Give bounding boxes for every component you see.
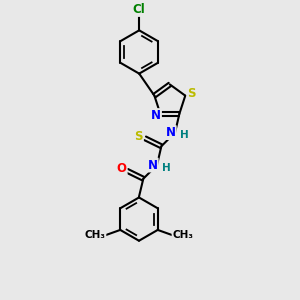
Text: H: H [180,130,188,140]
Text: H: H [162,163,170,173]
Text: N: N [166,126,176,139]
Text: CH₃: CH₃ [85,230,106,240]
Text: S: S [134,130,143,143]
Text: O: O [117,163,127,176]
Text: N: N [151,109,161,122]
Text: S: S [188,87,196,100]
Text: CH₃: CH₃ [172,230,194,240]
Text: Cl: Cl [133,3,146,16]
Text: N: N [148,158,158,172]
